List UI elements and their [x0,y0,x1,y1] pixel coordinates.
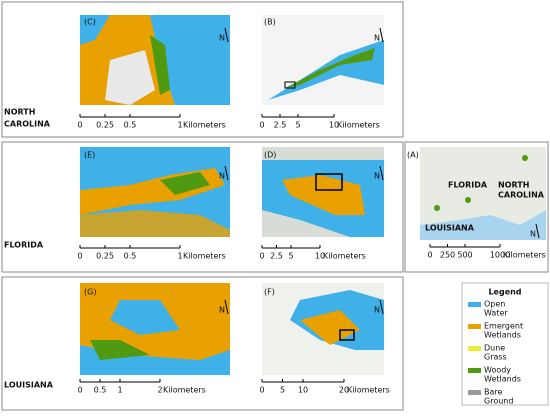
legend-label: Woody [484,366,511,375]
north-arrow: N [219,34,225,43]
scale-unit: Kilometers [323,252,366,261]
north-arrow: N [530,230,536,239]
legend-label: Water [484,309,508,318]
north-arrow-stem [224,165,229,181]
legend-label: Grass [484,353,507,362]
scale-label: 0 [77,252,82,261]
panel-label: (D) [264,151,276,160]
legend-label: Dune [484,344,505,353]
scale-label: 0.25 [96,252,114,261]
place-label: NORTH [498,181,529,190]
scale-label: 10 [315,252,325,261]
place-label: LOUISIANA [425,224,475,233]
scale-unit: Kilometers [183,252,226,261]
scale-label: 5 [288,252,293,261]
legend-swatch [468,302,481,307]
legend-label: Emergent [484,322,523,331]
legend-swatch [468,346,481,351]
location-pin [522,155,528,161]
region-label: FLORIDA [4,241,44,250]
panel-label: (C) [84,18,96,27]
legend-label: Wetlands [484,375,521,384]
scale-label: 1 [177,121,182,130]
panel-label: (A) [407,151,419,160]
row-frame [1,1,404,138]
north-arrow-stem [224,27,229,43]
north-arrow: N [219,172,225,181]
scale-label: 0 [259,252,264,261]
panel-label: (G) [84,288,96,297]
scale-unit: Kilometers [503,251,546,260]
legend-label: Open [484,300,505,309]
north-arrow: N [374,306,380,315]
scale-label: 5 [295,121,300,130]
scale-label: 0.5 [124,121,137,130]
map-imagery [80,15,546,375]
north-arrow: N [374,172,380,181]
panel-label: (F) [264,288,275,297]
location-pin [465,197,471,203]
scale-unit: Kilometers [347,386,390,395]
region-label: CAROLINA [4,120,51,129]
scale-label: 0.5 [124,252,137,261]
north-arrow-stem [379,165,384,181]
row-frame [1,141,404,273]
legend-label: Wetlands [484,331,521,340]
scale-label: 10 [329,121,339,130]
north-arrow-stem [535,223,540,239]
north-arrow: N [374,34,380,43]
scale-label: 0 [259,121,264,130]
scale-unit: Kilometers [183,121,226,130]
row-frame [1,276,404,411]
scale-label: 0 [77,386,82,395]
north-arrow-stem [379,299,384,315]
legend-swatch [468,368,481,373]
region-label: NORTH [4,108,35,117]
legend-title: Legend [488,288,521,297]
scale-label: 1 [177,252,182,261]
legend-swatch [468,390,481,395]
legend-label: Ground [484,397,513,406]
scale-label: 0 [77,121,82,130]
scale-label: 250 [440,251,455,260]
north-arrow-stem [379,27,384,43]
scale-label: 0 [427,251,432,260]
north-arrow-stem [224,299,229,315]
scale-label: 20 [339,386,349,395]
place-label: FLORIDA [448,181,488,190]
scale-label: 2.5 [270,252,283,261]
scale-unit: Kilometers [163,386,206,395]
legend-label: Bare [484,388,503,397]
scale-label: 1 [117,386,122,395]
scale-label: 0.5 [94,386,107,395]
scale-label: 2 [157,386,162,395]
scale-label: 0.25 [96,121,114,130]
legend-swatch [468,324,481,329]
scale-label: 1000 [490,251,510,260]
scale-label: 2.5 [274,121,287,130]
scale-unit: Kilometers [337,121,380,130]
location-pin [434,205,440,211]
panel-label: (E) [84,151,95,160]
scale-label: 500 [457,251,472,260]
scale-label: 5 [280,386,285,395]
scale-label: 0 [259,386,264,395]
inset-frame [404,141,549,273]
panel-label: (B) [264,18,276,27]
region-label: LOUISIANA [4,381,54,390]
scale-label: 10 [298,386,308,395]
place-label: CAROLINA [498,191,545,200]
north-arrow: N [219,306,225,315]
